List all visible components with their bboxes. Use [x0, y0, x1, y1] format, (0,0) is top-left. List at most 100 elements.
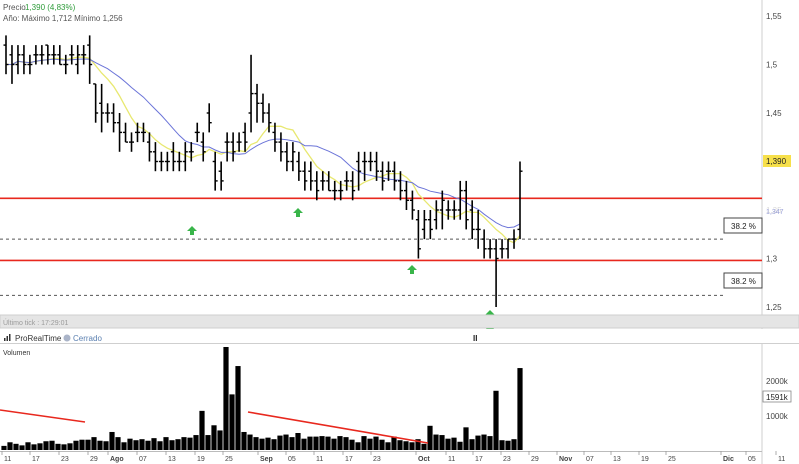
x-axis-label: 17 — [345, 456, 353, 463]
volume-bar — [499, 440, 505, 450]
volume-bar — [403, 441, 409, 450]
volume-bar — [103, 441, 109, 450]
volume-bar — [265, 437, 271, 450]
volume-bar — [241, 431, 247, 450]
x-axis-label: Ago — [110, 456, 124, 463]
x-axis-label: 11 — [316, 456, 323, 463]
volume-bar — [187, 437, 193, 450]
x-axis-label: 11 — [448, 456, 455, 463]
volume-bar — [367, 438, 373, 450]
volume-bar — [469, 439, 475, 450]
x-axis-label: 23 — [373, 456, 381, 463]
up-arrow-icon — [187, 226, 197, 235]
x-axis-label: 11 — [778, 456, 785, 463]
x-axis-label: 29 — [531, 456, 539, 463]
up-arrow-icon — [407, 265, 417, 274]
x-axis-label: 23 — [61, 456, 69, 463]
levels-layer — [0, 197, 762, 296]
volume-bar — [49, 440, 55, 450]
volume-bar — [427, 425, 433, 450]
price-tick-label: 1,5 — [766, 61, 778, 70]
volume-bar — [517, 368, 523, 450]
price-label: Precio — [3, 3, 26, 12]
volume-bar — [343, 437, 349, 450]
pause-icon[interactable]: II — [473, 334, 477, 343]
volume-bar — [439, 435, 445, 450]
volume-bar — [199, 410, 205, 450]
volume-bar — [397, 440, 403, 450]
volume-bar — [235, 366, 241, 450]
volume-bar — [295, 433, 301, 450]
volume-bar — [67, 443, 73, 450]
volume-bar — [463, 427, 469, 450]
volume-bar — [373, 436, 379, 450]
price-tick-label: 1,3 — [766, 255, 778, 264]
volume-bar — [355, 442, 361, 450]
volume-bar — [229, 394, 235, 450]
volume-bar — [349, 439, 355, 450]
market-state-icon — [63, 334, 71, 342]
x-axis-label: 29 — [90, 456, 98, 463]
current-price-text: 1,390 — [766, 157, 787, 166]
volume-bar — [61, 444, 67, 450]
current-price-badge: 1,390 — [763, 155, 791, 167]
volume-bar — [277, 435, 283, 450]
x-axis-label: Dic — [723, 456, 734, 463]
volume-bar — [379, 439, 385, 450]
ma-value-text: 1,347 — [766, 209, 784, 216]
volume-bar — [361, 436, 367, 450]
volume-axis-1000k: 1000k — [766, 412, 789, 421]
volume-bar — [391, 436, 397, 450]
volume-bar — [511, 439, 517, 450]
x-axis-label: 25 — [668, 456, 676, 463]
fib-label-2[interactable]: 38.2 % — [723, 272, 763, 289]
price-tick-label: 1,25 — [766, 303, 782, 312]
volume-bar — [73, 440, 79, 450]
ma-value-badge: 1,347 — [763, 206, 789, 216]
volume-panel: Volumen 2000k 1000k 1591k — [3, 350, 792, 421]
volume-bar — [157, 441, 163, 450]
year-range: Año: Máximo 1,712 Mínimo 1,256 — [3, 14, 123, 23]
volume-bar — [31, 444, 37, 450]
brand-name: ProRealTime — [15, 334, 62, 343]
volume-bar — [253, 437, 259, 450]
volume-bar — [109, 431, 115, 450]
moving-averages — [6, 56, 521, 244]
volume-bar — [487, 436, 493, 450]
x-axis-label: Oct — [418, 456, 430, 463]
volume-bar — [97, 440, 103, 450]
session-time: Último tick : 17:29:01 — [3, 318, 68, 327]
volume-bar — [121, 442, 127, 450]
signal-bars-icon — [4, 334, 11, 341]
volume-bar — [301, 438, 307, 450]
volume-bar — [133, 440, 139, 450]
volume-bar — [37, 443, 43, 450]
x-axis-label: 07 — [586, 456, 594, 463]
x-axis-label: 11 — [4, 456, 11, 463]
volume-bar — [13, 443, 19, 450]
x-axis-label: 23 — [503, 456, 511, 463]
x-axis-label: 17 — [475, 456, 483, 463]
volume-bar — [139, 439, 145, 450]
volume-bar — [289, 437, 295, 450]
price-panel-bg — [0, 0, 762, 313]
volume-bar — [313, 436, 319, 450]
ohlc-bars — [3, 35, 523, 307]
fib-label-1-text: 38.2 % — [731, 222, 756, 231]
volume-bar — [481, 434, 487, 450]
x-axis-label: 05 — [748, 456, 756, 463]
fib-label-1[interactable]: 38.2 % — [723, 217, 763, 234]
volume-bar — [25, 442, 31, 450]
x-axis-label: 17 — [32, 456, 40, 463]
volume-bar — [415, 439, 421, 450]
volume-bar — [175, 439, 181, 450]
x-axis-label: 13 — [613, 456, 621, 463]
volume-axis-2000k: 2000k — [766, 377, 789, 386]
volume-bar — [19, 445, 25, 450]
volume-bar — [271, 439, 277, 450]
volume-bar — [331, 438, 337, 450]
volume-bar — [1, 445, 7, 450]
volume-bar — [475, 435, 481, 450]
volume-bar — [433, 434, 439, 450]
volume-bar — [259, 438, 265, 450]
